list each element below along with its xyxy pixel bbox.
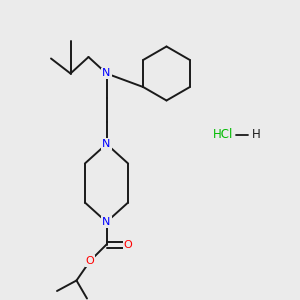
Text: O: O — [85, 256, 94, 266]
Text: H: H — [252, 128, 261, 142]
Text: HCl: HCl — [213, 128, 234, 142]
Text: N: N — [102, 217, 111, 227]
Text: O: O — [124, 239, 133, 250]
Text: N: N — [102, 68, 111, 79]
Text: N: N — [102, 139, 111, 149]
